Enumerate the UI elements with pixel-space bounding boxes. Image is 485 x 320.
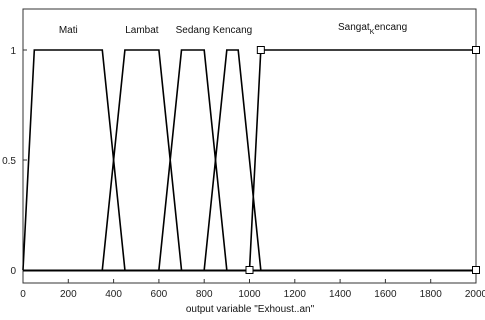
x-tick-label: 1800	[420, 289, 443, 300]
x-tick-label: 400	[105, 289, 122, 300]
curve-marker	[472, 46, 480, 54]
y-tick-label: 0.5	[2, 156, 16, 167]
x-tick-label: 800	[196, 289, 213, 300]
mf-line-kencang	[203, 49, 262, 271]
curve-markers	[245, 46, 480, 274]
x-tick-label: 1600	[374, 289, 397, 300]
y-tick-label: 0	[10, 266, 16, 277]
curve-marker	[472, 266, 480, 274]
mf-label-kencang: Kencang	[213, 25, 252, 36]
x-tick-label: 0	[20, 289, 26, 300]
y-tick-label: 1	[10, 46, 16, 57]
mf-label-sedang: Sedang	[176, 25, 210, 36]
x-tick-label: 1400	[329, 289, 352, 300]
curve-marker	[245, 266, 254, 274]
membership-labels: Mati Lambat Sedang Kencang SangatKencang	[59, 22, 407, 36]
mf-label-lambat: Lambat	[125, 25, 159, 36]
x-tick-label: 1200	[284, 289, 307, 300]
x-tick-label: 1000	[238, 289, 261, 300]
curve-marker	[256, 46, 265, 54]
axis-ticks: 0 200 400 600 800 1000 1200 1400 1600 1800 2000 0 0.…	[2, 46, 485, 300]
plot-background	[23, 9, 476, 283]
x-tick-label: 2000	[465, 289, 485, 300]
x-tick-label: 200	[60, 289, 77, 300]
x-tick-label: 600	[151, 289, 168, 300]
mf-label-sangat-kencang: SangatKencang	[338, 22, 407, 36]
x-axis-label: output variable "Exhoust..an"	[186, 304, 315, 315]
mf-label-mati: Mati	[59, 25, 78, 36]
